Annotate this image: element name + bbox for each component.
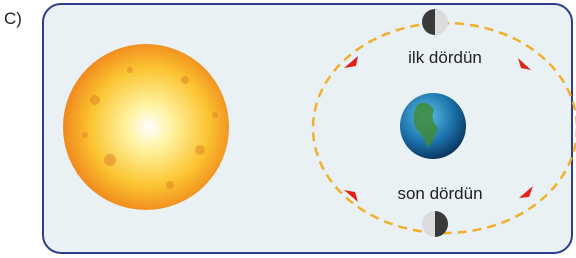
option-label: C) <box>4 9 22 28</box>
moon-label: ilk dördün <box>408 48 482 67</box>
page: C) ilk dördün son dördün (() => { const … <box>0 0 576 258</box>
moon-top <box>422 9 448 35</box>
moon-label: son dördün <box>397 184 482 203</box>
sun <box>63 44 229 210</box>
moon-bottom <box>422 211 448 237</box>
diagram: C) ilk dördün son dördün <box>0 0 576 258</box>
